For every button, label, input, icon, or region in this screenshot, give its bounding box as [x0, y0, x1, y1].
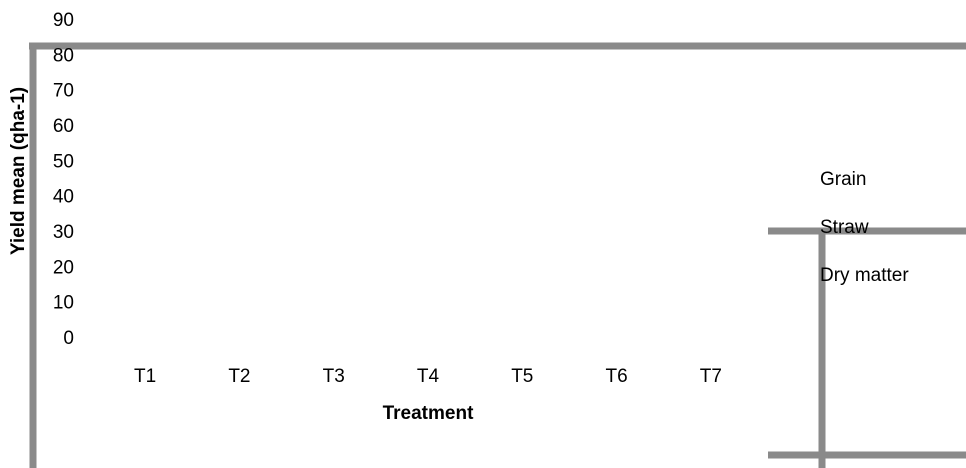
y-tick-label: 70 — [53, 81, 74, 102]
x-tick-label-t3: T3 — [323, 366, 345, 387]
y-tick-label: 30 — [53, 222, 74, 243]
y-tick-labels: 0 10 20 30 40 50 60 70 80 90 — [53, 10, 74, 349]
x-tick-labels: T1 T2 T3 T4 T5 T6 T7 — [134, 366, 722, 387]
x-tick-label-t4: T4 — [417, 366, 440, 387]
legend: Grain Straw Dry matter — [820, 169, 909, 286]
y-axis-title: Yield mean (qha-1) — [8, 87, 29, 255]
x-tick-label-t1: T1 — [134, 366, 156, 387]
y-tick-label: 0 — [63, 328, 74, 349]
x-axis-title: Treatment — [383, 403, 474, 424]
y-tick-label: 80 — [53, 45, 74, 66]
y-tick-label: 60 — [53, 116, 74, 137]
x-tick-label-t5: T5 — [511, 366, 533, 387]
x-tick-label-t2: T2 — [228, 366, 250, 387]
y-tick-label: 50 — [53, 151, 74, 172]
y-tick-label: 20 — [53, 257, 74, 278]
legend-label-straw: Straw — [820, 217, 869, 238]
y-tick-label: 10 — [53, 293, 74, 314]
legend-label-dry-matter: Dry matter — [820, 265, 909, 286]
y-tick-label: 40 — [53, 187, 74, 208]
legend-label-grain: Grain — [820, 169, 866, 190]
y-tick-label: 90 — [53, 10, 74, 31]
x-tick-label-t6: T6 — [605, 366, 627, 387]
x-tick-label-t7: T7 — [700, 366, 722, 387]
